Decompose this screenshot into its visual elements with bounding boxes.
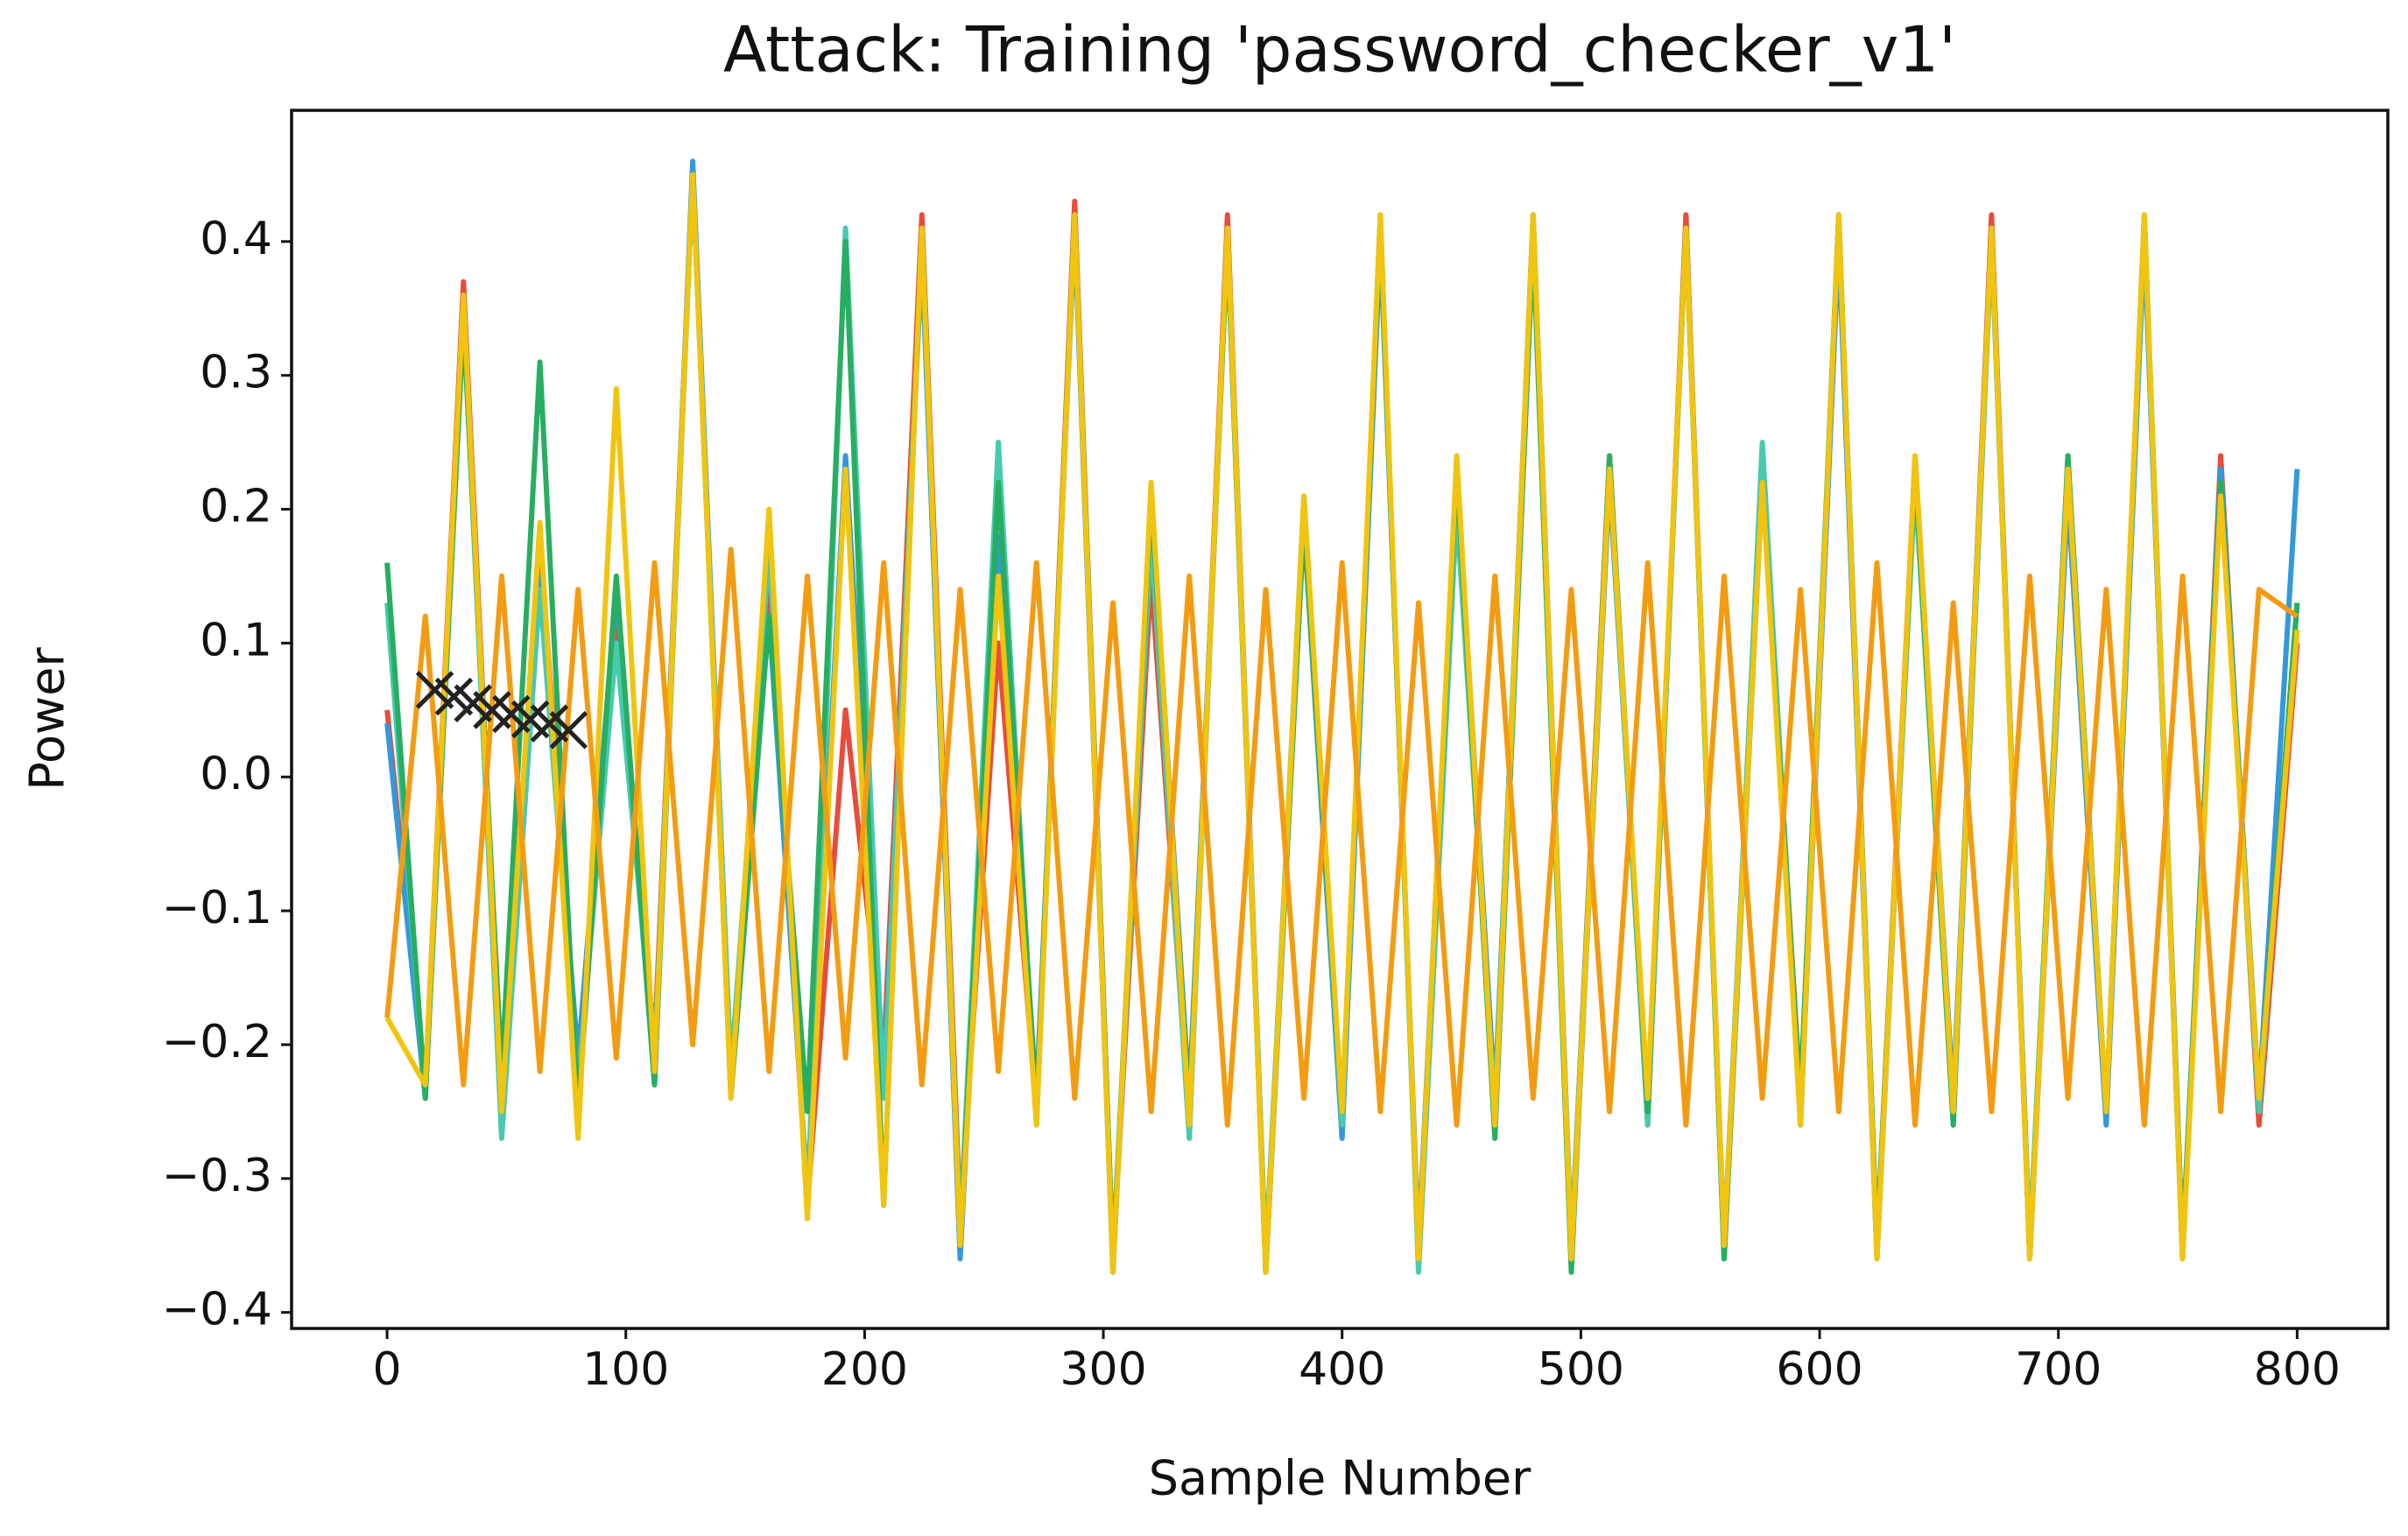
x-tick-label: 0 <box>373 1343 402 1396</box>
plot-area <box>384 159 2300 1275</box>
x-tick-label: 100 <box>582 1343 669 1396</box>
marker <box>549 710 588 750</box>
series-line <box>384 172 2300 1275</box>
y-tick-label: 0.1 <box>200 614 272 666</box>
y-tick-label: 0.2 <box>200 481 272 533</box>
y-tick-label: 0.3 <box>200 347 272 399</box>
x-tick-label: 400 <box>1299 1343 1385 1396</box>
y-tick-label: −0.4 <box>162 1284 272 1336</box>
x-axis-label: Sample Number <box>1149 1451 1531 1506</box>
y-tick-label: −0.3 <box>162 1150 272 1202</box>
x-tick-label: 200 <box>821 1343 908 1396</box>
y-axis-label: Power <box>20 647 75 791</box>
y-tick-label: −0.2 <box>162 1016 272 1068</box>
y-tick-label: −0.1 <box>162 882 272 934</box>
x-tick-label: 800 <box>2254 1343 2341 1396</box>
x-tick-label: 500 <box>1538 1343 1624 1396</box>
axes-frame <box>290 109 2390 1330</box>
chart-title: Attack: Training 'password_checker_v1' <box>723 13 1956 87</box>
x-tick-label: 700 <box>2015 1343 2102 1396</box>
x-tick-label: 600 <box>1776 1343 1862 1396</box>
series-line <box>384 546 2299 1128</box>
y-tick-label: 0.0 <box>200 748 272 800</box>
y-tick-label: 0.4 <box>200 213 272 265</box>
x-tick-label: 300 <box>1060 1343 1146 1396</box>
